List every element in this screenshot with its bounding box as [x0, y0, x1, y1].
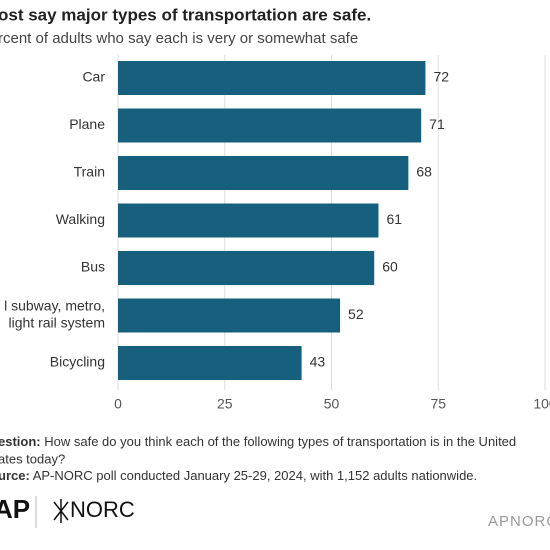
question: estion: How safe do you think each of th… — [0, 434, 516, 449]
source-text: AP-NORC poll conducted January 25-29, 20… — [33, 468, 477, 483]
question-text: How safe do you think each of the follow… — [44, 434, 516, 449]
x-tick-label: 100 — [533, 396, 550, 412]
value-label: 61 — [386, 211, 402, 227]
bar — [118, 251, 375, 285]
chart-subtitle: rcent of adults who say each is very or … — [0, 30, 358, 47]
category-label: Walking — [56, 211, 105, 227]
value-label: 60 — [382, 259, 398, 275]
question-text-2: ates today? — [0, 451, 65, 466]
chart-title: ost say major types of transportation ar… — [0, 5, 371, 24]
bar — [118, 108, 422, 143]
value-label: 68 — [416, 164, 432, 180]
category-label: l subway, metro, — [4, 298, 105, 314]
x-tick-label: 75 — [430, 396, 446, 412]
norc-icon — [53, 499, 69, 523]
ap-logo: AP — [0, 494, 30, 524]
category-label: Plane — [69, 116, 105, 132]
value-label: 52 — [348, 306, 364, 322]
bar — [118, 203, 379, 238]
bar — [118, 61, 426, 95]
category-label: Car — [82, 69, 105, 85]
source: urce: AP-NORC poll conducted January 25-… — [0, 468, 477, 483]
bar — [118, 346, 302, 380]
bar — [118, 156, 409, 190]
value-label: 72 — [433, 69, 449, 85]
source-label: urce: — [0, 468, 30, 483]
category-label: Train — [74, 164, 105, 180]
category-label: Bicycling — [50, 354, 105, 370]
x-tick-label: 0 — [114, 396, 122, 412]
x-tick-label: 50 — [324, 396, 340, 412]
norc-logo: NORC — [70, 497, 135, 522]
value-label: 43 — [310, 354, 326, 370]
question-label: estion: — [0, 434, 41, 449]
category-label: light rail system — [9, 315, 105, 331]
x-tick-label: 25 — [217, 396, 233, 412]
category-label: Bus — [81, 259, 105, 275]
value-label: 71 — [429, 116, 445, 132]
bar — [118, 298, 341, 333]
